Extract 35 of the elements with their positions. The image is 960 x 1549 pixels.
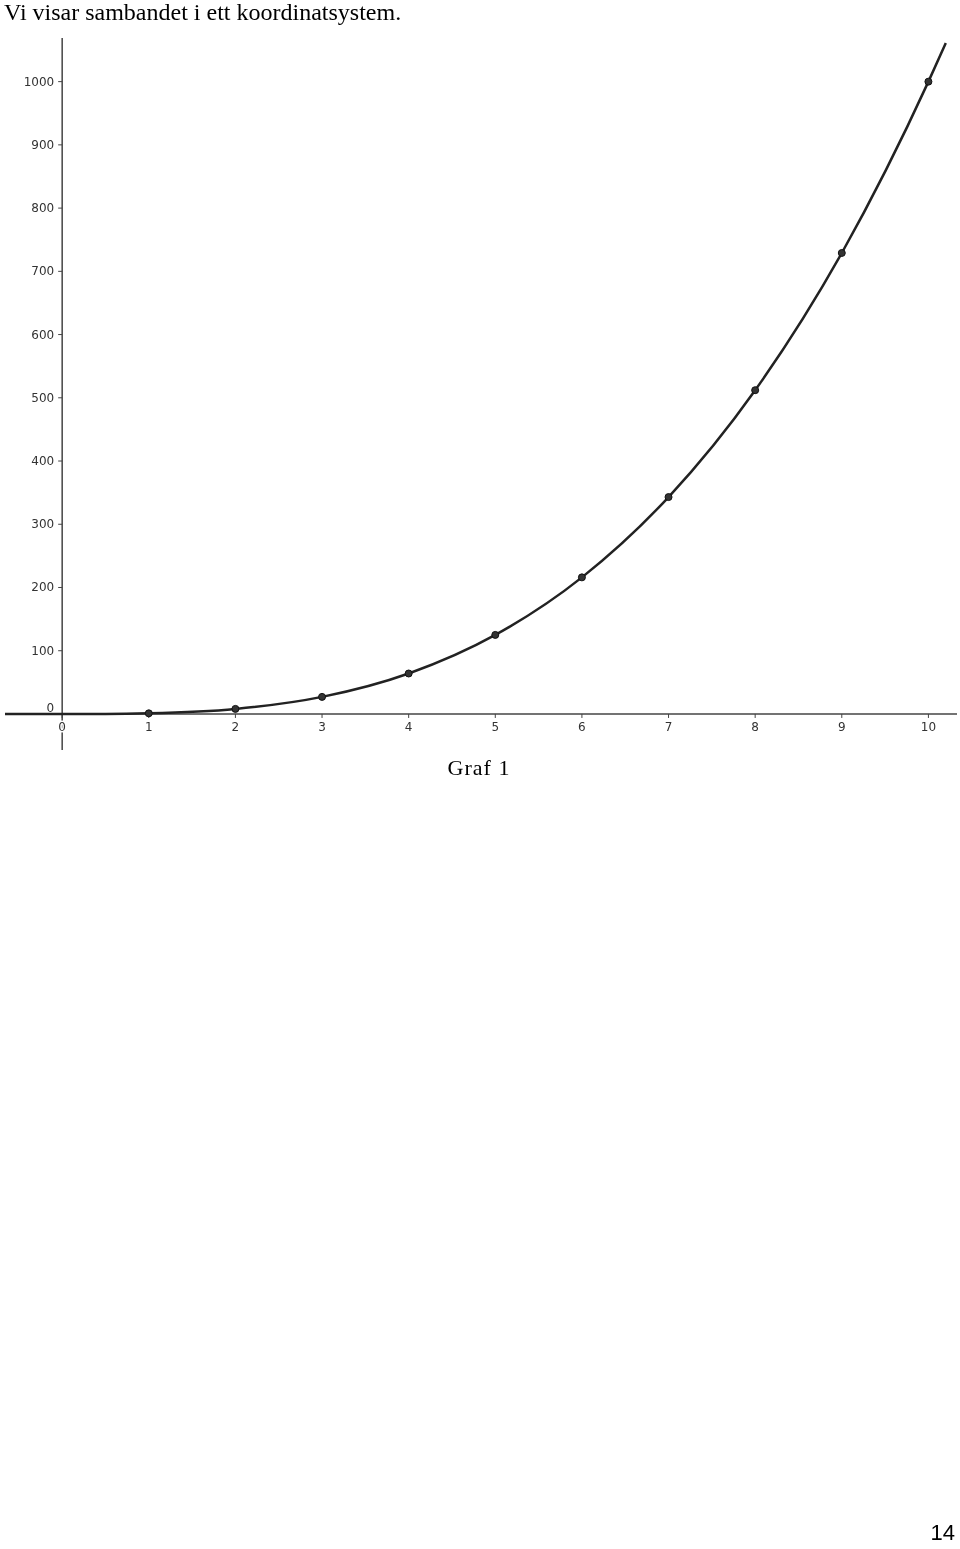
y-tick-label: 900 xyxy=(31,137,55,152)
x-tick-label: 1 xyxy=(144,719,153,734)
y-tick-label: 400 xyxy=(31,454,55,469)
y-tick-label: 300 xyxy=(31,517,55,532)
text: 14 xyxy=(930,1520,955,1545)
x-tick-label: 4 xyxy=(404,719,413,734)
x-tick-label: 9 xyxy=(837,719,846,734)
point xyxy=(751,386,760,395)
x-tick-label: 10 xyxy=(920,719,937,734)
point xyxy=(577,573,586,582)
point xyxy=(924,77,933,86)
line-series xyxy=(3,41,947,716)
y-tick-label: 800 xyxy=(31,201,55,216)
y-tick-label: 500 xyxy=(31,390,55,405)
x-tick-label: 8 xyxy=(751,719,759,734)
text: Graf 1 xyxy=(447,755,511,780)
y-tick-label: 600 xyxy=(31,327,55,342)
point xyxy=(837,248,846,257)
x-tick-label: 5 xyxy=(491,719,500,734)
y-tick-label: 100 xyxy=(31,643,55,658)
x-tick-label: 7 xyxy=(664,719,673,734)
point xyxy=(404,669,413,678)
y-tick-label: 0 xyxy=(46,700,55,715)
point xyxy=(144,709,153,718)
x-tick-label: 3 xyxy=(318,719,326,734)
y-tick-label: 1000 xyxy=(23,74,55,89)
x-tick-label: 6 xyxy=(578,719,586,734)
point xyxy=(491,630,500,639)
point xyxy=(318,692,327,701)
point xyxy=(664,493,673,502)
x-tick-label: 2 xyxy=(231,719,240,734)
point xyxy=(231,704,240,713)
y-tick-label: 200 xyxy=(31,580,55,595)
chart-title: Vi visar sambandet i ett koordinatsystem. xyxy=(4,0,402,25)
y-tick-label: 700 xyxy=(31,264,55,279)
